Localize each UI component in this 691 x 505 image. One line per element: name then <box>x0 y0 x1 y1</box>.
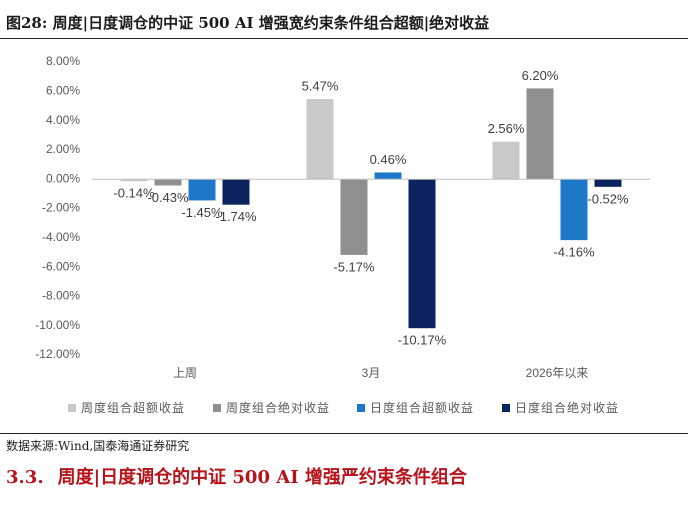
value-label: 0.46% <box>370 152 407 167</box>
rule <box>0 433 688 434</box>
bar <box>306 99 334 180</box>
bar <box>120 179 148 182</box>
legend-swatch <box>357 404 365 412</box>
legend-label: 日度组合绝对收益 <box>515 400 619 415</box>
y-tick-label: 8.00% <box>46 54 80 68</box>
chart: 8.00% 6.00% 4.00% 2.00% 0.00% -2.00% -4.00% -6.… <box>35 54 650 415</box>
bar <box>374 172 402 180</box>
bar <box>594 179 622 187</box>
y-tick-label: 6.00% <box>46 83 80 97</box>
x-tick-label: 上周 <box>173 366 197 380</box>
legend-swatch <box>213 404 221 412</box>
value-label: 6.20% <box>522 68 559 83</box>
bar <box>154 179 182 186</box>
value-label: -0.14% <box>113 186 155 201</box>
figure-title: 图28: 周度|日度调仓的中证 500 AI 增强宽约束条件组合超额|绝对收益 <box>6 14 490 32</box>
value-label: -5.17% <box>333 259 375 274</box>
section-heading: 3.3. 周度|日度调仓的中证 500 AI 增强严约束条件组合 <box>6 463 467 489</box>
legend-label: 日度组合超额收益 <box>370 400 474 415</box>
y-tick-label: 2.00% <box>46 142 80 156</box>
value-label: -1.45% <box>181 205 223 220</box>
value-label: -1.74% <box>215 209 257 224</box>
y-tick-label: -4.00% <box>42 230 80 244</box>
value-label: -0.43% <box>147 190 189 205</box>
value-label: 2.56% <box>488 121 525 136</box>
value-label: -4.16% <box>553 245 595 260</box>
y-tick-label: -8.00% <box>42 289 80 303</box>
y-tick-label: -2.00% <box>42 201 80 215</box>
legend-swatch <box>502 404 510 412</box>
y-tick-label: -10.00% <box>35 318 80 332</box>
bar <box>560 179 588 241</box>
bar <box>492 141 520 180</box>
legend-label: 周度组合超额收益 <box>81 400 185 415</box>
bar <box>340 179 368 255</box>
x-tick-label: 2026年以来 <box>526 366 589 380</box>
bar <box>408 179 436 329</box>
y-tick-label: -12.00% <box>35 347 80 361</box>
legend-label: 周度组合绝对收益 <box>226 400 330 415</box>
bar <box>188 179 216 201</box>
value-label: 5.47% <box>302 79 339 94</box>
bar <box>526 88 554 180</box>
legend-swatch <box>68 404 76 412</box>
section-number: 3.3. <box>6 467 44 488</box>
y-tick-label: -6.00% <box>42 259 80 273</box>
y-tick-label: 4.00% <box>46 113 80 127</box>
bar <box>222 179 250 205</box>
value-label: -0.52% <box>587 191 629 206</box>
x-tick-label: 3月 <box>362 366 381 380</box>
source-note: 数据来源:Wind,国泰海通证券研究 <box>6 439 190 453</box>
value-label: -10.17% <box>398 333 447 348</box>
y-tick-label: 0.00% <box>46 171 80 185</box>
rule <box>0 38 688 39</box>
section-title: 周度|日度调仓的中证 500 AI 增强严约束条件组合 <box>57 467 467 488</box>
